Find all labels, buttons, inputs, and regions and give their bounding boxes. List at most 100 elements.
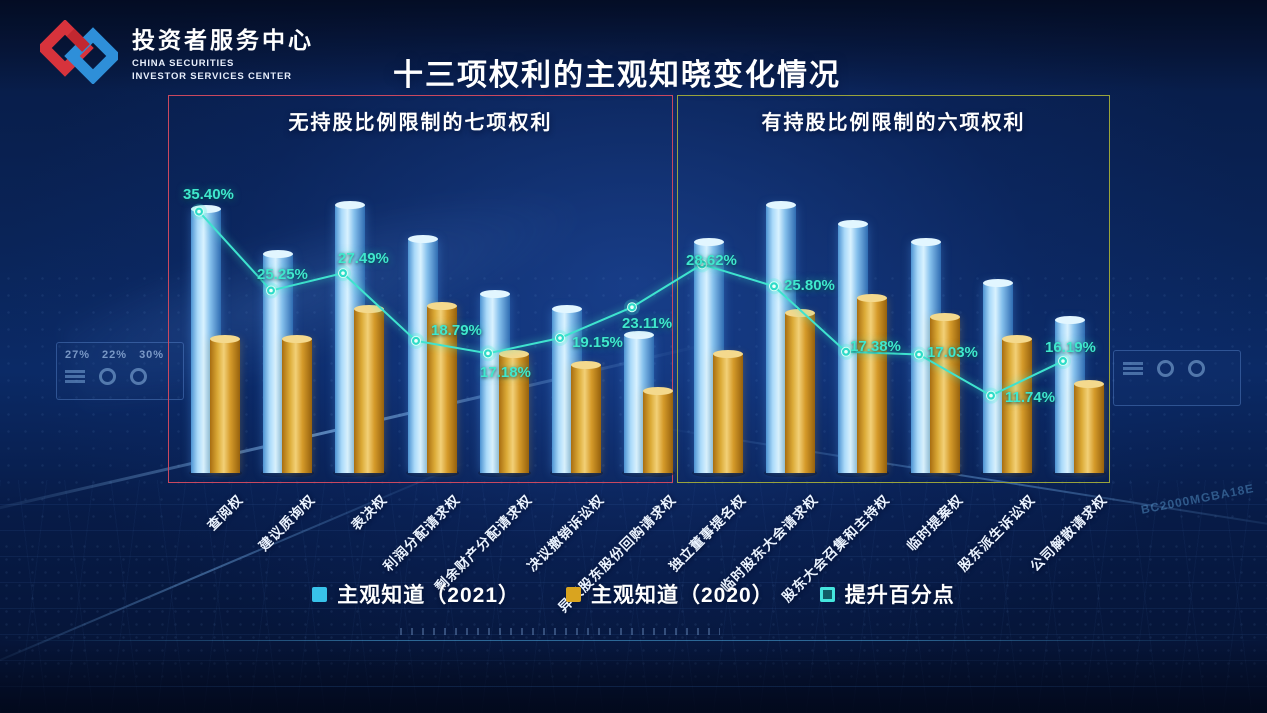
- bar-cap: [499, 349, 529, 358]
- brand-name-en-line2: INVESTOR SERVICES CENTER: [132, 70, 292, 82]
- bar-2020-3: [354, 305, 384, 473]
- bar-2020-10: [857, 294, 887, 473]
- bar-cap: [191, 204, 221, 213]
- line-marker: [630, 305, 634, 310]
- hud-panel-right: [1113, 350, 1241, 406]
- legend-label: 主观知道（2020）: [591, 584, 774, 607]
- hud-circle-icon: [99, 368, 116, 385]
- investor-services-center-logo-icon: [40, 20, 118, 84]
- bar-cap: [838, 219, 868, 228]
- hud-panel-left: 27% 22% 30%: [56, 342, 184, 400]
- bar-cap: [571, 361, 601, 370]
- bar-cap: [1002, 335, 1032, 344]
- bar-base-shadow: [569, 469, 603, 477]
- bar-2020-2: [282, 335, 312, 473]
- bar-cap: [427, 301, 457, 310]
- page-title: 十三项权利的主观知晓变化情况: [393, 59, 841, 92]
- hud-bars-icon: [1123, 362, 1143, 365]
- legend-label: 主观知道（2021）: [337, 584, 520, 607]
- bar-2020-13: [1074, 379, 1104, 473]
- improvement-value-label: 16.19%: [1045, 339, 1096, 357]
- line-marker: [624, 299, 640, 316]
- legend-swatch-2020: [566, 586, 581, 602]
- bottom-shade: [0, 643, 1267, 713]
- bar-base-shadow: [208, 469, 242, 477]
- improvement-value-label: 17.18%: [480, 364, 531, 382]
- bar-cap: [1074, 379, 1104, 388]
- bar-base-shadow: [928, 469, 962, 477]
- line-marker: [627, 302, 637, 313]
- bar-cap: [408, 234, 438, 243]
- bar-base-shadow: [1053, 469, 1087, 477]
- bar-base-shadow: [764, 469, 798, 477]
- bar-base-shadow: [352, 469, 386, 477]
- bar-cap: [766, 201, 796, 210]
- hud-value: 27%: [65, 349, 91, 361]
- bar-2020-9: [785, 309, 815, 473]
- bar-cap: [713, 349, 743, 358]
- bar-cap: [354, 305, 384, 314]
- bar-base-shadow: [550, 469, 584, 477]
- improvement-value-label: 18.79%: [431, 321, 482, 339]
- hud-circle-icon: [1188, 360, 1205, 377]
- bar-base-shadow: [333, 469, 367, 477]
- category-label: 建议质询权: [255, 491, 318, 554]
- horizontal-glow-line: [0, 640, 1267, 641]
- bar-base-shadow: [692, 469, 726, 477]
- bar-2020-1: [210, 335, 240, 473]
- bar-cap: [930, 312, 960, 321]
- bar-cap: [983, 279, 1013, 288]
- bar-base-shadow: [189, 469, 223, 477]
- improvement-value-label: 27.49%: [338, 250, 389, 268]
- bar-cap: [335, 201, 365, 210]
- category-label: 临时提案权: [903, 491, 966, 554]
- bar-base-shadow: [280, 469, 314, 477]
- legend-item-2021: 主观知道（2021）: [312, 579, 520, 609]
- improvement-value-label: 25.80%: [784, 277, 835, 295]
- improvement-value-label: 11.74%: [1005, 388, 1056, 406]
- legend-item-improvement: 提升百分点: [819, 579, 955, 609]
- bar-cap: [282, 335, 312, 344]
- bar-base-shadow: [783, 469, 817, 477]
- bar-cap: [624, 331, 654, 340]
- bar-cap: [552, 305, 582, 314]
- legend-swatch-improvement: [819, 586, 835, 602]
- improvement-value-label: 17.03%: [927, 343, 978, 361]
- bar-base-shadow: [425, 469, 459, 477]
- legend-label: 提升百分点: [844, 584, 955, 607]
- bar-2020-7: [643, 387, 673, 473]
- brand-block: 投资者服务中心 CHINA SECURITIES INVESTOR SERVIC…: [40, 20, 314, 84]
- chart-legend: 主观知道（2021） 主观知道（2020） 提升百分点: [0, 579, 1267, 609]
- hud-circle-icon: [1157, 360, 1174, 377]
- bar-cap: [263, 249, 293, 258]
- bar-2020-11: [930, 312, 960, 473]
- bar-base-shadow: [1072, 469, 1106, 477]
- bar-base-shadow: [1000, 469, 1034, 477]
- hud-bars-icon: [65, 370, 85, 373]
- improvement-value-label: 28.62%: [686, 252, 737, 270]
- bar-base-shadow: [497, 469, 531, 477]
- bar-cap: [694, 238, 724, 247]
- bar-base-shadow: [855, 469, 889, 477]
- hud-value: 22%: [102, 349, 128, 361]
- improvement-value-label: 25.25%: [257, 265, 308, 283]
- bar-cap: [857, 294, 887, 303]
- legend-swatch-2021: [312, 586, 328, 602]
- bar-base-shadow: [641, 469, 675, 477]
- bar-cap: [480, 290, 510, 299]
- hud-circle-icon: [130, 368, 147, 385]
- bar-base-shadow: [836, 469, 870, 477]
- improvement-value-label: 17.38%: [850, 337, 901, 355]
- hud-value: 30%: [139, 349, 165, 361]
- improvement-value-label: 19.15%: [572, 334, 623, 351]
- bar-cap: [210, 335, 240, 344]
- brand-name-en-line1: CHINA SECURITIES: [132, 58, 235, 70]
- bar-2020-12: [1002, 335, 1032, 473]
- section-title: 有持股比例限制的六项权利: [761, 112, 1026, 134]
- bar-base-shadow: [622, 469, 656, 477]
- bar-cap: [1055, 316, 1085, 325]
- bar-base-shadow: [261, 469, 295, 477]
- bar-2020-8: [713, 349, 743, 473]
- bar-cap: [643, 387, 673, 396]
